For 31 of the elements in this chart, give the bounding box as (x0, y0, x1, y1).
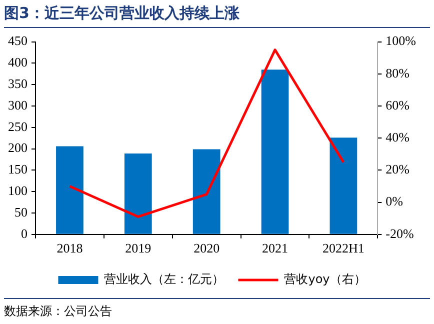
y2-tick-label: 100% (386, 33, 416, 48)
y-tick-label: 200 (8, 140, 28, 156)
y-tick-label: 50 (14, 204, 28, 220)
chart-title: 图3：近三年公司营业收入持续上涨 (4, 4, 430, 28)
y2-tick-label: 20% (386, 162, 410, 177)
source-note: 数据来源：公司公告 (4, 298, 430, 320)
y-tick-label: 300 (8, 97, 28, 112)
x-tick-label: 2021 (262, 240, 288, 256)
legend-label: 营收yoy（右） (284, 272, 366, 286)
y2-tick-label: 40% (386, 130, 410, 145)
x-tick-label: 2020 (194, 240, 220, 256)
y-tick-label: 250 (8, 118, 28, 134)
bar (124, 154, 152, 234)
bar (330, 138, 358, 234)
x-tick-label: 2019 (125, 240, 152, 256)
y2-tick-label: 60% (386, 97, 410, 112)
y2-tick-label: -20% (386, 226, 414, 241)
x-tick-label: 2022H1 (322, 240, 364, 256)
bar (261, 70, 289, 234)
bar (192, 149, 220, 234)
bar (56, 146, 84, 234)
y2-tick-label: 80% (386, 65, 410, 80)
y-tick-label: 450 (8, 33, 28, 48)
y2-tick-label: 0% (386, 194, 404, 209)
y-tick-label: 0 (21, 226, 28, 241)
y-tick-label: 150 (8, 162, 28, 177)
x-tick-label: 2018 (56, 240, 83, 256)
y-tick-label: 400 (8, 54, 28, 70)
legend-label: 营业收入（左：亿元） (104, 272, 224, 286)
y-tick-label: 350 (8, 76, 28, 92)
y-tick-label: 100 (8, 183, 28, 198)
